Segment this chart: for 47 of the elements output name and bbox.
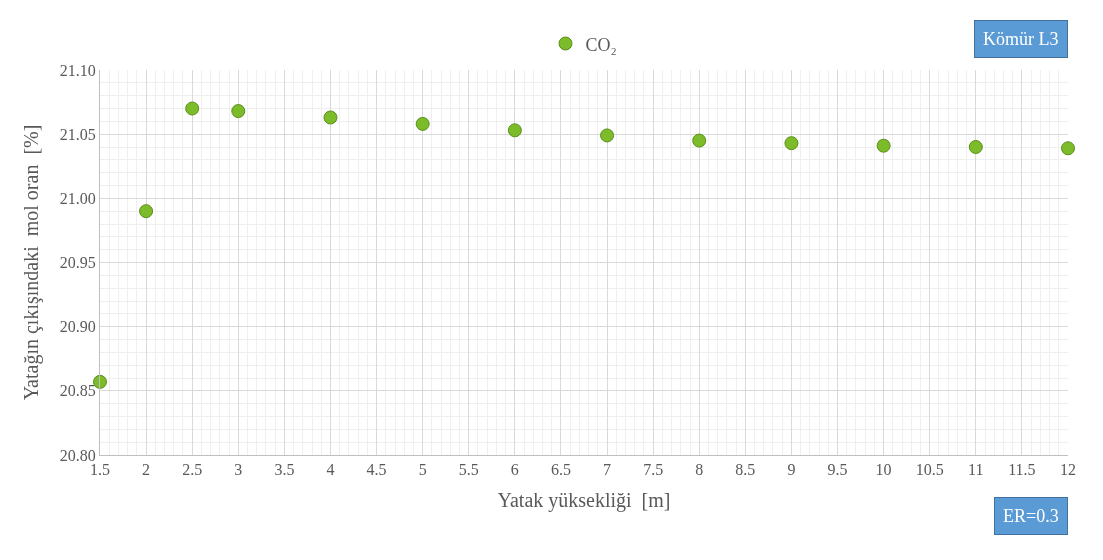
y-tick-label: 20.95: [59, 254, 96, 272]
text: Kömür L3: [983, 29, 1059, 49]
y-tick-label: 20.90: [59, 318, 96, 336]
point: [139, 204, 154, 219]
y-tick-label: 20.80: [59, 446, 96, 464]
x-tick-label: 11.5: [1008, 461, 1036, 479]
y-tick-label: 21.05: [59, 125, 96, 143]
text: ER=0.3: [1003, 506, 1059, 526]
point: [415, 116, 430, 131]
x-tick-label: 2: [142, 461, 151, 479]
x-tick-label: 7: [603, 461, 612, 479]
y-tick-label: 21.00: [59, 189, 96, 207]
point: [600, 128, 615, 143]
point: [93, 374, 107, 389]
x-tick-label: 6.5: [550, 461, 571, 479]
x-tick-label: 2.5: [182, 461, 203, 479]
x-tick-label: 8: [695, 461, 704, 479]
y-axis-title: Yatağın çıkışındaki mol oran [%]: [20, 124, 44, 401]
x-axis-title: Yatak yüksekliği [m]: [497, 488, 671, 512]
x-tick-label: 10: [875, 461, 892, 479]
point: [692, 133, 707, 148]
x-tick-label: 3.5: [274, 461, 295, 479]
x-tick-label: 8.5: [735, 461, 756, 479]
point: [1061, 141, 1075, 156]
x-tick-label: 12: [1060, 461, 1076, 479]
point: [185, 101, 200, 116]
x-tick-label: 9: [787, 461, 796, 479]
x-tick-label: 5.5: [458, 461, 479, 479]
point: [231, 104, 246, 119]
x-tick-label: 7.5: [643, 461, 664, 479]
x-tick-label: 9.5: [827, 461, 848, 479]
x-tick-label: 11: [968, 461, 984, 479]
point: [507, 123, 522, 138]
x-tick-label: 5: [418, 461, 427, 479]
point: [876, 138, 891, 153]
x-tick-label: 6: [510, 461, 519, 479]
y-tick-label: 21.10: [59, 61, 96, 79]
x-tick-label: 1.5: [90, 461, 110, 479]
x-tick-label: 3: [234, 461, 243, 479]
legend-label: CO₂: [585, 34, 617, 55]
y-tick-label: 20.85: [59, 382, 96, 400]
x-tick-label: 4.5: [366, 461, 387, 479]
point: [968, 140, 983, 154]
point: [784, 136, 799, 151]
point: [323, 110, 338, 125]
x-tick-label: 10.5: [915, 461, 944, 479]
x-tick-label: 4: [326, 461, 335, 479]
